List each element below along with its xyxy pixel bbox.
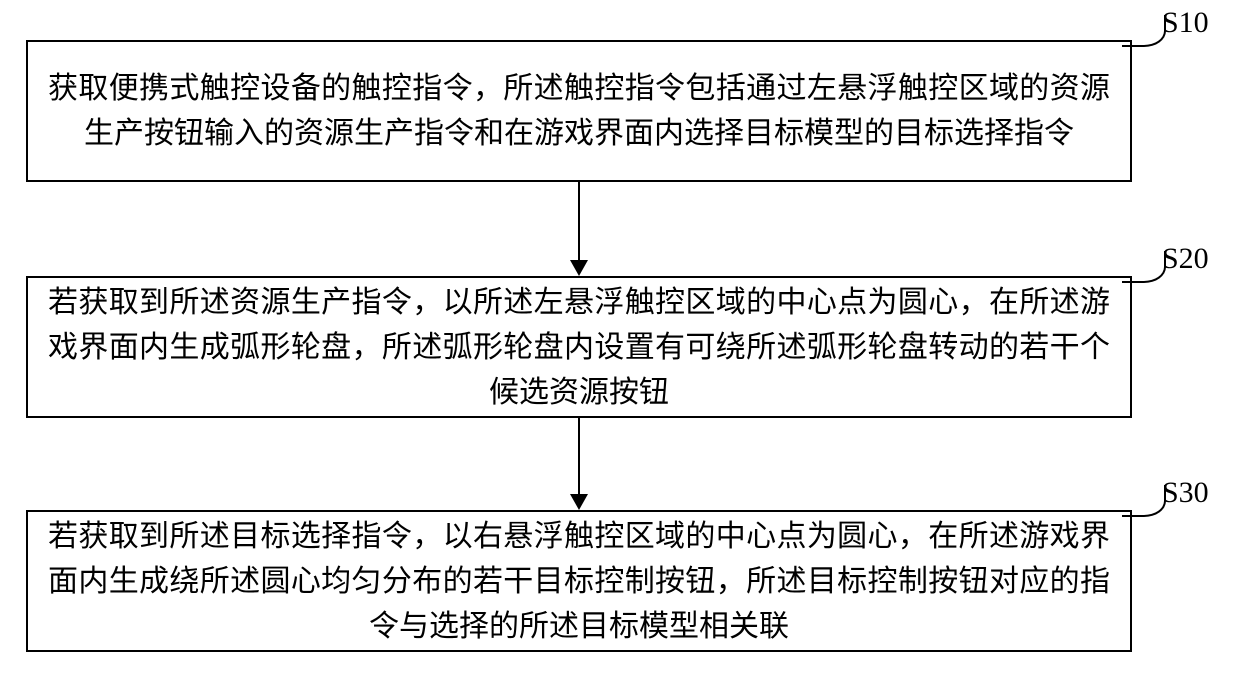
- box-text-s20: 若获取到所述资源生产指令，以所述左悬浮触控区域的中心点为圆心，在所述游戏界面内生…: [48, 280, 1110, 415]
- box-text-s30: 若获取到所述目标选择指令，以右悬浮触控区域的中心点为圆心，在所述游戏界面内生成绕…: [48, 514, 1110, 649]
- box-label-s10: S10: [1162, 6, 1209, 40]
- flowchart-box-s20: 若获取到所述资源生产指令，以所述左悬浮触控区域的中心点为圆心，在所述游戏界面内生…: [26, 276, 1132, 418]
- arrow-line-s20-s30: [578, 418, 580, 494]
- arrow-line-s10-s20: [578, 182, 580, 260]
- arrow-head-s20-s30: [570, 494, 588, 510]
- box-label-s30: S30: [1162, 476, 1209, 510]
- box-text-s10: 获取便携式触控设备的触控指令，所述触控指令包括通过左悬浮触控区域的资源生产按钮输…: [48, 66, 1110, 156]
- arrow-head-s10-s20: [570, 260, 588, 276]
- flowchart-container: 获取便携式触控设备的触控指令，所述触控指令包括通过左悬浮触控区域的资源生产按钮输…: [0, 0, 1240, 699]
- flowchart-box-s30: 若获取到所述目标选择指令，以右悬浮触控区域的中心点为圆心，在所述游戏界面内生成绕…: [26, 510, 1132, 652]
- label-connector-s30: [1122, 485, 1166, 517]
- flowchart-box-s10: 获取便携式触控设备的触控指令，所述触控指令包括通过左悬浮触控区域的资源生产按钮输…: [26, 40, 1132, 182]
- label-connector-s10: [1122, 15, 1166, 47]
- label-connector-s20: [1122, 251, 1166, 283]
- box-label-s20: S20: [1162, 242, 1209, 276]
